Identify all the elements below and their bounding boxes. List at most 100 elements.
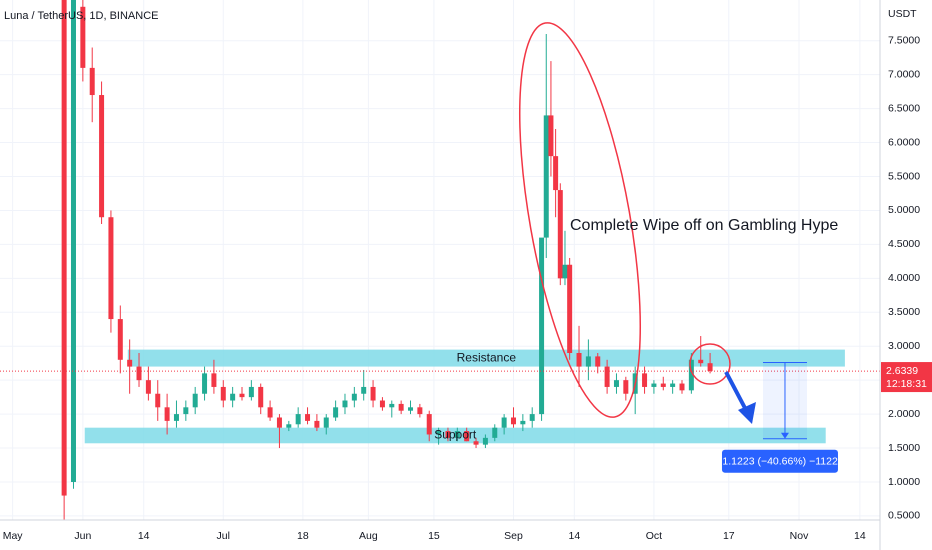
candle-body (698, 359, 704, 364)
x-tick-label: Nov (790, 530, 809, 542)
candle-body (464, 431, 470, 442)
candle-body (623, 380, 629, 394)
x-tick-label: 14 (854, 530, 866, 542)
candle-body (258, 386, 264, 408)
candle-body (127, 359, 133, 367)
candle-body (576, 353, 582, 367)
candle-body (613, 380, 619, 387)
x-tick-label: Jun (74, 530, 91, 542)
candle-body (267, 407, 273, 418)
candle-body (417, 407, 423, 415)
candle-body (707, 363, 713, 372)
y-tick-label: 1.5000 (888, 442, 920, 454)
chart-title: Luna / TetherUS, 1D, BINANCE (4, 10, 158, 22)
x-tick-label: Oct (646, 530, 662, 542)
candle-body (543, 115, 549, 238)
y-tick-label: 1.0000 (888, 476, 920, 488)
last-price-label: 2.6339 (886, 365, 918, 377)
x-tick-label: 18 (297, 530, 309, 542)
y-tick-label: 0.5000 (888, 510, 920, 522)
measure-arrow (780, 432, 789, 439)
x-tick-label: Jul (217, 530, 230, 542)
candle-body (61, 0, 67, 496)
candle-body (70, 0, 76, 482)
candle-body (351, 393, 357, 401)
candle-body (192, 393, 198, 408)
candle-body (604, 366, 610, 387)
candle-body (333, 407, 339, 418)
zones (84, 349, 845, 444)
candle-body (553, 156, 559, 191)
y-unit: USDT (888, 8, 917, 20)
y-tick-label: 4.0000 (888, 272, 920, 284)
candle-body (117, 319, 123, 360)
candle-body (492, 427, 498, 438)
measure-box (721, 449, 838, 473)
candle-body (248, 386, 254, 398)
candle-body (389, 403, 395, 408)
y-tick-label: 5.0000 (888, 204, 920, 216)
y-tick-label: 4.5000 (888, 238, 920, 250)
y-tick-label: 6.5000 (888, 102, 920, 114)
candle-body (305, 414, 311, 421)
candle-body (370, 386, 376, 401)
x-tick-label: May (3, 530, 24, 542)
candle-body (557, 190, 563, 279)
candle-body (445, 431, 451, 438)
candle-body (398, 403, 404, 411)
candle-body (155, 393, 161, 408)
annotation: Complete Wipe off on Gambling Hype (570, 217, 838, 234)
candle-body (436, 431, 442, 435)
candle-body (220, 386, 226, 401)
candle-body (342, 400, 348, 408)
candle-body (510, 417, 516, 425)
candle-body (529, 414, 535, 421)
candle-body (473, 441, 479, 445)
candle-body (482, 437, 488, 445)
candle-body (670, 383, 676, 387)
y-tick-label: 6.0000 (888, 136, 920, 148)
candle-body (408, 407, 414, 411)
axes: 0.50001.00001.50002.00002.50003.00003.50… (3, 35, 932, 542)
x-tick-label: Aug (359, 530, 378, 542)
candle-body (585, 356, 591, 367)
candle-body (567, 264, 573, 354)
highlight-circle (689, 343, 731, 385)
y-tick-label: 3.5000 (888, 306, 920, 318)
candle-body (286, 424, 292, 428)
y-tick-label: 2.0000 (888, 408, 920, 420)
candle-body (660, 383, 666, 387)
candle-body (145, 380, 151, 394)
candle-body (361, 386, 367, 394)
candle-body (89, 67, 95, 96)
candle-body (295, 414, 301, 425)
candle-body (426, 414, 432, 435)
candle-body (314, 420, 320, 428)
arrow-head (738, 402, 756, 424)
x-tick-label: 14 (568, 530, 580, 542)
x-tick-label: Sep (504, 530, 523, 542)
candle-body (80, 6, 86, 68)
highlight-ellipse (518, 22, 642, 418)
candle-body (164, 407, 170, 421)
countdown: 12:18:31 (886, 378, 927, 390)
candles (61, 0, 713, 520)
candle-body (562, 264, 568, 279)
measure-label: −1.1223 (−40.66%) −11223 (716, 455, 844, 467)
zone-label: Resistance (457, 350, 517, 364)
candle-body (323, 417, 329, 428)
candle-body (108, 217, 114, 320)
candle-body (501, 417, 507, 428)
candle-body (230, 393, 236, 401)
candle-body (688, 359, 694, 391)
overlay: Resistance Support Complete Wipe off on Ga… (0, 22, 880, 473)
last-price-box (881, 362, 932, 393)
candle-body (520, 420, 526, 425)
candle-body (539, 237, 545, 415)
candle-body (379, 400, 385, 408)
zone (127, 349, 845, 367)
zone-label: Support (434, 428, 477, 442)
candle-body (642, 373, 648, 387)
y-tick-label: 5.5000 (888, 170, 920, 182)
